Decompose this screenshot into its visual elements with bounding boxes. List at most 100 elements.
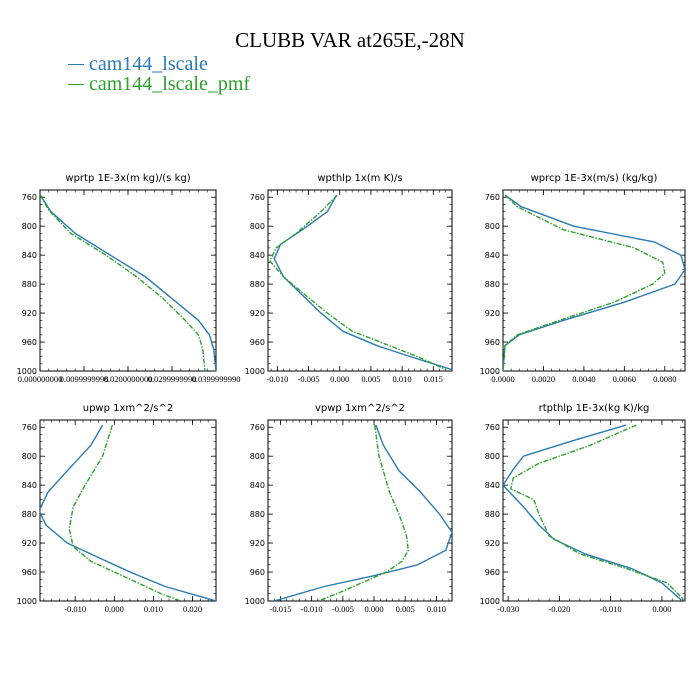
y-tick-label: 880 [250,280,265,289]
x-tick-label: 0.020 [183,604,202,614]
y-tick-label: 920 [250,309,265,318]
panel-frame [267,419,453,602]
y-tick-label: 920 [22,539,37,548]
x-tick-label: 0.0399999990 [192,374,241,384]
series-line-cam144-lscale [40,194,216,371]
y-tick-label: 920 [485,539,500,548]
y-tick-label: 840 [22,481,37,490]
y-tick-label: 1000 [17,367,37,376]
x-tick-label: 0.010 [427,604,446,614]
y-tick-label: 880 [22,510,37,519]
y-tick-label: 920 [250,539,265,548]
y-tick-label: 1000 [245,597,265,606]
y-tick-label: 1000 [480,367,500,376]
y-tick-label: 840 [485,481,500,490]
series-line-cam144-lscale-pmf [40,194,206,371]
legend-label: cam144_lscale_pmf [89,73,251,95]
y-tick-label: 760 [485,193,500,202]
x-tick-label: 0.0040 [572,374,595,384]
y-tick-label: 880 [22,280,37,289]
y-tick-label: 800 [250,452,265,461]
x-tick-label: 0.0200000000 [104,374,153,384]
y-tick-label: 800 [485,222,500,231]
y-tick-label: 1000 [480,597,500,606]
y-tick-label: 840 [485,251,500,260]
y-tick-label: 880 [250,510,265,519]
y-tick-label: 920 [485,309,500,318]
series-line-cam144-lscale-pmf [510,424,685,601]
series-line-cam144-lscale [273,194,452,371]
series-line-cam144-lscale [503,194,685,371]
series-line-cam144-lscale-pmf [269,194,447,371]
panel-frame [502,189,686,372]
panel-title: wprtp 1E-3x(m kg)/(s kg) [65,173,190,184]
legend-item-cam144-lscale-pmf: cam144_lscale_pmf [68,73,250,96]
legend-swatch [68,63,84,65]
y-tick-label: 800 [22,222,37,231]
x-tick-label: 0.005 [396,604,415,614]
y-tick-label: 800 [22,452,37,461]
series-line-cam144-lscale-pmf [503,194,666,371]
x-tick-label: -0.030 [497,604,519,614]
series-line-cam144-lscale [503,424,683,601]
y-tick-label: 880 [485,510,500,519]
y-tick-label: 840 [250,481,265,490]
legend-swatch [68,83,84,85]
x-tick-label: 0.010 [393,374,412,384]
x-tick-label: -0.005 [298,374,320,384]
legend-label: cam144_lscale [89,53,208,75]
panel-frame [39,419,217,602]
panel-title: wprcp 1E-3x(m/s) (kg/kg) [531,173,658,184]
chart-panel-3: wprcp 1E-3x(m/s) (kg/kg) 760 800 840 880 920 9… [480,173,686,384]
series-line-cam144-lscale-pmf [317,425,409,601]
panel-title: upwp 1xm^2/s^2 [83,403,173,414]
x-tick-label: 0.010 [144,604,163,614]
y-tick-label: 880 [485,280,500,289]
y-tick-label: 1000 [17,597,37,606]
chart-panel-5: vpwp 1xm^2/s^2 760 800 840 880 920 960 1000 -0.0… [245,403,453,614]
x-tick-label: 0.000 [330,374,349,384]
x-tick-label: 0.000 [652,604,671,614]
y-tick-label: 960 [250,338,265,347]
x-tick-label: -0.010 [64,604,86,614]
series-line-cam144-lscale-pmf [68,424,182,601]
y-tick-label: 960 [485,338,500,347]
y-tick-label: 760 [250,193,265,202]
chart-panel-1: wprtp 1E-3x(m kg)/(s kg) 760 800 840 880 920 9… [17,173,241,384]
x-tick-label: 0.0099999998 [60,374,109,384]
y-tick-label: 840 [22,251,37,260]
panel-title: rtpthlp 1E-3x(kg K)/kg [539,403,650,414]
x-tick-label: -0.010 [600,604,622,614]
chart-panel-2: wpthlp 1x(m K)/s7608008408809209601000-0… [245,173,453,384]
y-tick-label: 760 [250,423,265,432]
x-tick-label: 0.005 [361,374,380,384]
x-tick-label: 0.015 [424,374,443,384]
chart-panel-6: rtpthlp 1E-3x(kg K)/kg 760 800 840 880 920 960… [480,403,686,614]
x-tick-label: -0.020 [548,604,570,614]
x-tick-label: -0.010 [266,374,288,384]
chart-panel-4: upwp 1xm^2/s^2 760 800 840 880 920 960 1000 -0.0… [17,403,217,614]
x-tick-label: 0.000 [364,604,383,614]
x-tick-label: 0.0060 [613,374,636,384]
y-tick-label: 960 [485,568,500,577]
series-line-cam144-lscale [274,424,452,601]
x-tick-label: 0.0299999990 [148,374,197,384]
y-tick-label: 960 [22,568,37,577]
panel-title: vpwp 1xm^2/s^2 [315,403,405,414]
y-tick-label: 800 [250,222,265,231]
panel-frame [502,419,686,602]
y-tick-label: 1000 [245,367,265,376]
x-tick-label: 0.0080 [653,374,676,384]
y-tick-label: 960 [250,568,265,577]
y-tick-label: 920 [22,309,37,318]
x-tick-label: 0.0000 [491,374,514,384]
y-tick-label: 960 [22,338,37,347]
y-tick-label: 760 [22,423,37,432]
panel-title: wpthlp 1x(m K)/s [317,173,402,184]
figure-title: CLUBB VAR at265E,-28N [235,28,465,52]
panel-frame [39,189,217,372]
y-tick-label: 760 [22,193,37,202]
x-tick-label: 0.0020 [532,374,555,384]
x-tick-label: -0.015 [269,604,291,614]
